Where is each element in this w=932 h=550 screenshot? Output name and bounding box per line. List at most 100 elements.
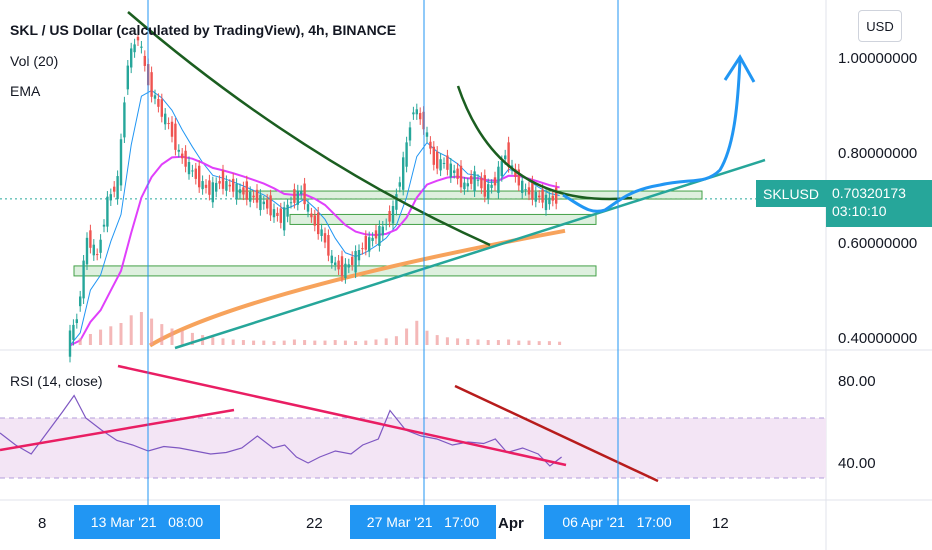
candle-body: [174, 123, 177, 150]
volume-bar: [313, 340, 317, 345]
candle-body: [130, 48, 133, 68]
volume-bar: [292, 339, 296, 345]
volume-bar: [527, 340, 531, 345]
candle-body: [398, 182, 401, 187]
candle-body: [551, 195, 554, 201]
candle-body: [218, 181, 221, 184]
projection-arrowhead: [723, 54, 756, 83]
candle-body: [534, 191, 537, 202]
candle-body: [378, 225, 381, 246]
volume-bar: [170, 328, 174, 345]
candle-body: [133, 44, 136, 53]
candle-body: [306, 204, 310, 212]
volume-bar: [241, 340, 245, 345]
candle-body: [327, 235, 330, 256]
date-tick-label: 12: [712, 515, 729, 532]
ema-mid-line: [69, 155, 560, 347]
candle-body: [463, 182, 466, 190]
volume-bar: [282, 340, 286, 345]
candle-body: [252, 195, 255, 198]
candle-body: [408, 127, 412, 141]
volume-bar: [129, 315, 133, 345]
candle-body: [504, 155, 507, 160]
candle-body: [381, 226, 384, 236]
candle-body: [143, 55, 146, 66]
candle-body: [371, 237, 374, 241]
price-tick-label: 1.00000000: [838, 50, 918, 67]
candle-body: [96, 254, 99, 256]
rsi-label: RSI (14, close): [10, 373, 103, 389]
candle-body: [136, 36, 140, 41]
candle-body: [181, 153, 184, 159]
date-tick-label: 8: [38, 515, 47, 532]
candle-body: [402, 157, 405, 190]
candle-body: [320, 229, 323, 236]
rising-trendline: [174, 158, 766, 350]
candle-body: [225, 181, 228, 191]
candle-body: [497, 166, 500, 193]
candle-body: [340, 256, 344, 277]
candle-body: [429, 141, 432, 149]
resistance-curve: [456, 85, 633, 201]
price-tag: 0.70320173 03:10:10: [826, 180, 932, 227]
candle-body: [249, 191, 252, 202]
volume-bar: [374, 339, 378, 345]
candle-body: [126, 65, 129, 90]
chart-title: SKL / US Dollar (calculated by TradingVi…: [10, 22, 397, 38]
price-tick-label: 0.80000000: [838, 145, 918, 162]
volume-bar: [384, 338, 388, 345]
rsi-tick-label: 40.00: [838, 455, 876, 472]
volume-bar: [160, 324, 164, 345]
candle-body: [531, 181, 534, 200]
candle-body: [272, 209, 276, 218]
currency-button[interactable]: USD: [858, 10, 902, 42]
candle-body: [221, 170, 225, 189]
candle-body: [208, 180, 211, 195]
candle-body: [262, 201, 265, 205]
candle-body: [521, 180, 524, 193]
date-tick-label: Apr: [498, 515, 524, 532]
volume-bar: [139, 312, 143, 345]
candle-body: [201, 181, 204, 190]
projection-path: [562, 59, 742, 213]
candle-body: [344, 263, 347, 279]
candle-body: [446, 155, 449, 170]
volume-bar: [517, 340, 521, 345]
rsi-band: [0, 417, 826, 479]
candle-body: [92, 244, 95, 256]
volume-bar: [119, 323, 123, 345]
candle-body: [123, 102, 126, 138]
candle-body: [453, 170, 456, 173]
candle-body: [480, 177, 483, 189]
price-tick-label: 0.60000000: [838, 235, 918, 252]
volume-bar: [78, 338, 82, 345]
candle-body: [354, 250, 357, 273]
candle-body: [286, 204, 289, 217]
candles: [68, 31, 558, 363]
candle-body: [466, 183, 469, 187]
candle-body: [442, 162, 446, 164]
highlighted-time-label: 06 Apr '21 17:00: [544, 505, 690, 539]
volume-bar: [99, 329, 103, 345]
candle-body: [391, 206, 395, 224]
candle-body: [425, 132, 429, 137]
candle-body: [238, 189, 242, 194]
date-tick-label: 22: [306, 515, 323, 532]
resistance-curve: [127, 11, 491, 247]
candle-body: [517, 169, 520, 186]
volume-bar: [486, 340, 490, 345]
candle-body: [368, 237, 371, 252]
rsi-resistance-line: [117, 364, 567, 467]
candle-body: [473, 171, 476, 192]
candle-body: [493, 177, 497, 186]
volume-bar: [88, 334, 92, 345]
candle-body: [357, 250, 361, 261]
candle-body: [153, 95, 157, 99]
bar-countdown: 03:10:10: [832, 203, 887, 219]
volume-bar: [496, 340, 500, 345]
volume-bars: [78, 312, 562, 345]
candle-body: [310, 213, 313, 218]
price-value: 0.70320173: [832, 185, 906, 201]
candle-body: [211, 182, 214, 203]
